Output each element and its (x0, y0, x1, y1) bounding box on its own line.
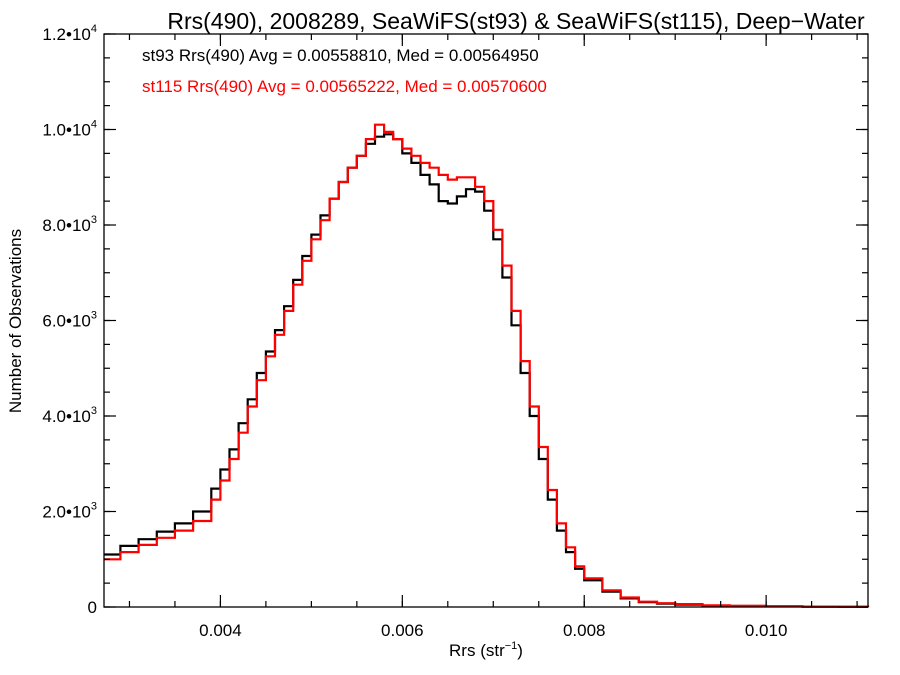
y-tick-label: 0 (88, 598, 97, 617)
x-axis-label-text: Rrs (str (449, 641, 505, 660)
x-axis-label: Rrs (str−1) (449, 640, 523, 660)
x-tick-label: 0.006 (381, 621, 424, 640)
y-tick-label: 2.0•103 (42, 501, 97, 522)
series-line-1 (104, 123, 870, 608)
series-line-0 (104, 133, 870, 608)
chart-title: Rrs(490), 2008289, SeaWiFS(st93) & SeaWi… (167, 8, 865, 34)
x-tick-label: 0.008 (563, 621, 606, 640)
x-axis-label-superscript: −1 (505, 640, 518, 652)
y-tick-label: 8.0•103 (42, 214, 97, 235)
y-tick-label: 6.0•103 (42, 310, 97, 331)
y-axis-ticks: 0 2.0•103 4.0•103 6.0•103 8.0•103 1.0•104 1.2•… (42, 23, 868, 617)
y-tick-label: 1.0•104 (42, 119, 97, 140)
annotation-st115: st115 Rrs(490) Avg = 0.00565222, Med = 0… (142, 77, 547, 96)
y-axis-label: Number of Observations (6, 229, 25, 413)
x-axis-ticks: 0.004 0.006 0.008 0.010 (128, 34, 858, 640)
y-tick-label: 4.0•103 (42, 405, 97, 426)
series-layer (104, 123, 870, 608)
annotation-st93: st93 Rrs(490) Avg = 0.00558810, Med = 0.… (142, 46, 539, 65)
plot-frame (103, 33, 869, 608)
x-tick-label: 0.004 (199, 621, 242, 640)
y-tick-label: 1.2•104 (42, 23, 97, 44)
x-axis-label-close: ) (517, 641, 523, 660)
x-tick-label: 0.010 (745, 621, 788, 640)
